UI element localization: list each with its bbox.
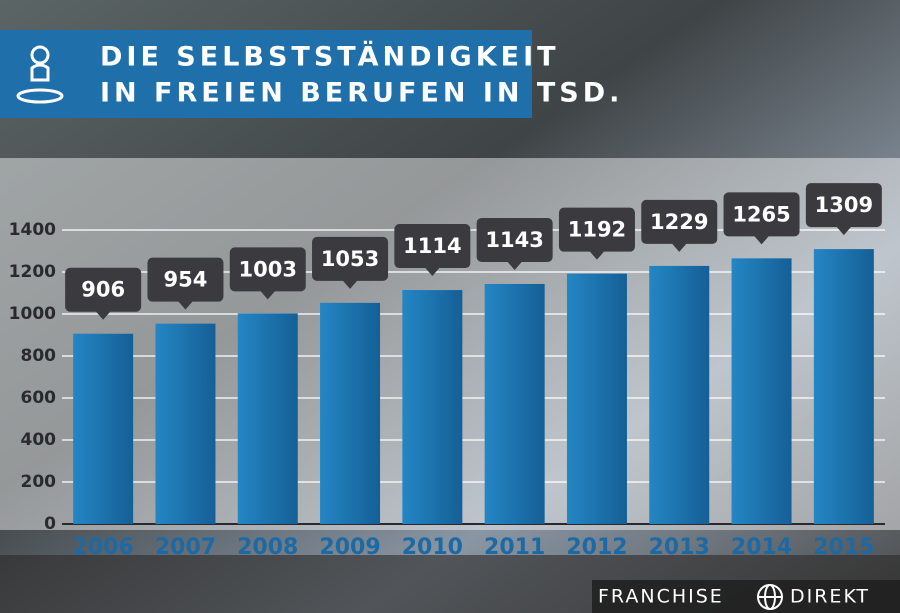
- label-callout: [476, 217, 553, 270]
- data-label: 1114: [403, 234, 461, 258]
- label-callout: [805, 183, 882, 236]
- label-callout: [147, 257, 224, 310]
- bar: [320, 302, 381, 524]
- bar: [237, 313, 298, 524]
- x-tick-label: 2012: [566, 535, 627, 560]
- x-tick-label: 2009: [319, 535, 380, 560]
- x-tick-label: 2008: [237, 535, 298, 560]
- y-tick-label: 200: [21, 472, 57, 492]
- x-tick-label: 2006: [73, 535, 134, 560]
- x-tick-label: 2007: [155, 535, 216, 560]
- brand-globe: [757, 584, 783, 610]
- y-tick-label: 0: [44, 514, 56, 534]
- bar: [649, 265, 710, 524]
- x-tick-label: 2010: [402, 535, 463, 560]
- x-tick-label: 2013: [649, 535, 710, 560]
- data-label: 1003: [239, 257, 297, 281]
- bar: [731, 258, 792, 524]
- data-label: 906: [81, 278, 125, 302]
- data-label: 1192: [568, 218, 626, 242]
- label-callout: [65, 267, 142, 320]
- y-tick-label: 400: [21, 430, 57, 450]
- data-label: 1229: [650, 210, 708, 234]
- title-box: [0, 30, 532, 118]
- bar: [484, 283, 545, 524]
- x-tick-label: 2011: [484, 535, 545, 560]
- label-callout: [558, 207, 635, 260]
- x-tick-label: 2015: [813, 535, 874, 560]
- data-label: 1265: [732, 202, 790, 226]
- label-callout: [394, 224, 471, 277]
- y-tick-label: 800: [21, 346, 57, 366]
- brand-right: DIREKT: [790, 586, 870, 608]
- x-tick-label: 2014: [731, 535, 792, 560]
- brand-box: [592, 580, 900, 613]
- bar: [402, 290, 463, 524]
- y-tick-label: 1200: [9, 262, 56, 282]
- bar: [155, 323, 216, 524]
- data-label: 1053: [321, 247, 379, 271]
- bar: [813, 249, 874, 525]
- bar: [566, 273, 627, 524]
- label-callout: [229, 247, 306, 300]
- chart-title: IN FREIEN BERUFEN IN TSD.: [100, 78, 623, 109]
- bar: [73, 333, 134, 524]
- data-label: 954: [164, 268, 208, 292]
- y-tick-label: 1000: [9, 304, 56, 324]
- data-label: 1143: [485, 228, 543, 252]
- data-label: 1309: [815, 193, 873, 217]
- label-callout: [312, 236, 389, 289]
- brand-left: FRANCHISE: [598, 586, 724, 608]
- chart-title: DIE SELBSTSTÄNDIGKEIT: [100, 41, 560, 73]
- label-callout: [641, 199, 718, 252]
- y-tick-label: 600: [21, 388, 57, 408]
- title-icon: [16, 45, 64, 104]
- y-tick-label: 1400: [9, 220, 56, 240]
- label-callout: [723, 192, 800, 245]
